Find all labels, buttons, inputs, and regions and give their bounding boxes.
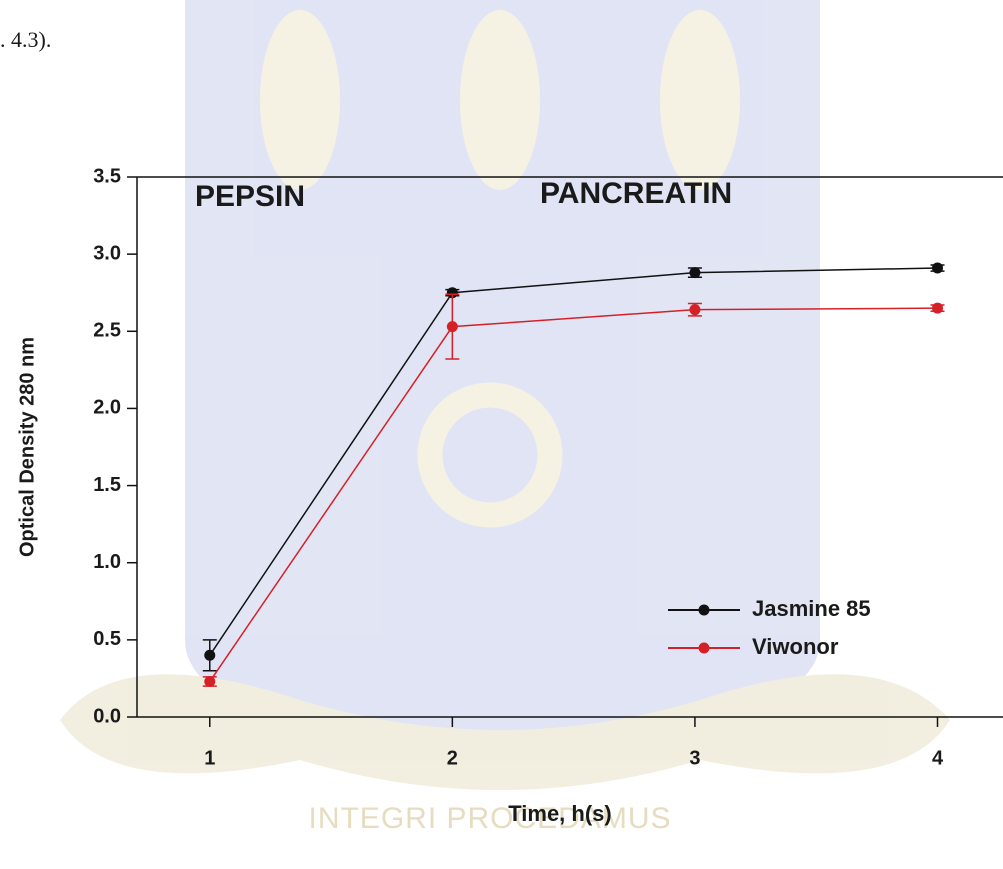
page-fragment: . 4.3). <box>0 27 51 52</box>
series-line <box>209 267 938 656</box>
annotation: PANCREATIN <box>540 177 732 210</box>
x-tick-label: 2 <box>447 747 458 769</box>
point <box>204 676 216 688</box>
x-tick-label: 3 <box>689 747 700 769</box>
x-axis-label: Time, h(s) <box>508 801 612 826</box>
y-tick-label: 0.5 <box>93 628 121 650</box>
y-tick-label: 1.0 <box>93 551 121 573</box>
y-tick-label: 1.5 <box>93 474 121 496</box>
x-tick-label: 4 <box>932 747 944 769</box>
annotation: PEPSIN <box>195 180 305 213</box>
y-tick-label: 3.5 <box>93 165 121 187</box>
point <box>446 287 458 299</box>
legend-label: Jasmine 85 <box>752 596 871 621</box>
watermark-text: INTEGRI PROCEDAMUS <box>308 802 671 835</box>
watermark-crest <box>60 0 950 790</box>
x-tick-label: 1 <box>204 747 215 769</box>
point <box>932 262 944 274</box>
y-tick-label: 0.0 <box>93 705 121 727</box>
series-line <box>209 307 938 682</box>
point <box>204 649 216 661</box>
y-tick-label: 2.5 <box>93 320 121 342</box>
y-tick-label: 3.0 <box>93 242 121 264</box>
point <box>689 267 701 279</box>
point <box>689 304 701 316</box>
point <box>446 321 458 333</box>
y-axis-label: Optical Density 280 nm <box>16 337 38 557</box>
legend-label: Viwonor <box>752 634 839 659</box>
y-tick-label: 2.0 <box>93 397 121 419</box>
legend-marker <box>698 604 710 616</box>
legend-marker <box>698 642 710 654</box>
point <box>932 302 944 314</box>
